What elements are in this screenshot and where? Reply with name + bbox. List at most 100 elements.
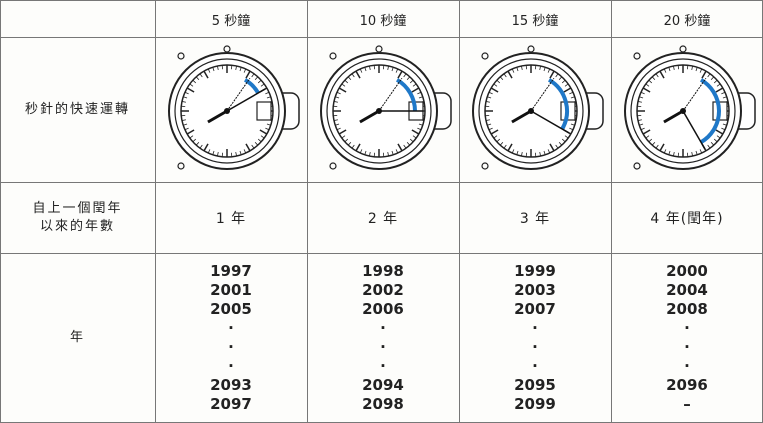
watch-part	[655, 144, 659, 149]
watch-part	[335, 123, 340, 126]
watch-part	[487, 123, 492, 126]
watch-part	[511, 109, 532, 124]
watch-part	[406, 76, 411, 81]
watch-part	[630, 58, 736, 164]
watch-part	[369, 65, 371, 71]
watch-part	[555, 73, 559, 78]
watch-part	[539, 151, 541, 157]
watch-part	[409, 138, 414, 143]
watch-part	[640, 127, 645, 131]
watch-part	[364, 67, 367, 72]
watch-part	[516, 150, 519, 155]
watch-part	[341, 83, 346, 87]
watch-part	[695, 67, 698, 72]
watch-part	[184, 127, 189, 131]
rule	[0, 37, 763, 38]
watch-part	[555, 144, 559, 149]
year: 2000	[666, 262, 708, 280]
watch-part	[207, 109, 228, 124]
watch-part	[375, 45, 383, 53]
watch-part	[338, 129, 347, 135]
watch-part	[499, 141, 504, 146]
watch-part	[351, 144, 355, 149]
watch-part	[344, 79, 349, 84]
watch-part	[418, 123, 423, 126]
watch-part	[376, 108, 382, 114]
watch-part	[207, 68, 211, 73]
watch-part	[417, 127, 422, 131]
watch-part	[682, 77, 707, 112]
watch-part	[563, 87, 572, 93]
watch-part	[539, 65, 541, 71]
watch-part	[344, 138, 349, 143]
watch-part	[409, 79, 414, 84]
watch-part	[493, 135, 498, 139]
watch-part	[186, 129, 195, 135]
watch-part	[378, 77, 403, 112]
watch-part	[561, 79, 566, 84]
watch-part	[570, 123, 575, 126]
year: 2008	[666, 300, 708, 318]
watch-part	[530, 110, 570, 134]
watch-part	[710, 76, 715, 81]
watch-part	[177, 162, 185, 170]
watch-part	[481, 162, 489, 170]
watch-part	[391, 67, 394, 72]
year: 2002	[362, 281, 404, 299]
watch-part	[485, 119, 491, 121]
watch-part	[355, 143, 361, 152]
watch-part	[355, 70, 361, 79]
watch-part	[181, 119, 187, 121]
watch-part	[395, 78, 417, 112]
year: ·	[228, 338, 234, 356]
watch-part	[651, 141, 656, 146]
cell-text: 4 年(閏年)	[650, 211, 724, 227]
watch-part	[637, 119, 643, 121]
watch-part	[639, 96, 644, 99]
rule	[0, 0, 763, 1]
year: ·	[532, 319, 538, 337]
row-label: 秒針的快速運轉	[24, 102, 130, 117]
watch-part	[701, 70, 707, 79]
watch-part	[637, 101, 643, 103]
watch-part	[721, 127, 726, 131]
year: 2099	[514, 395, 556, 413]
row-label-line: 以來的年數	[39, 219, 115, 234]
watch-part	[359, 149, 363, 154]
row-label-line: 自上一個閏年	[32, 201, 123, 216]
watch-part	[341, 135, 346, 139]
watch-part	[713, 138, 718, 143]
watch-part	[558, 141, 563, 146]
year: –	[683, 395, 691, 413]
watch-part	[329, 52, 337, 60]
watch-part	[707, 73, 711, 78]
watch-part	[177, 52, 185, 60]
watch-part	[496, 79, 501, 84]
watch-part	[186, 87, 195, 93]
row-label: 年	[69, 330, 85, 345]
watch-part	[663, 68, 667, 73]
year: 2093	[210, 376, 252, 394]
watch-part	[189, 135, 194, 139]
watch-part	[721, 91, 726, 95]
watch-part	[511, 68, 515, 73]
year: 2003	[514, 281, 556, 299]
watch-part	[496, 138, 501, 143]
year: 2096	[666, 376, 708, 394]
watch-part	[639, 123, 644, 126]
watch-part	[487, 96, 492, 99]
watch-part	[507, 143, 513, 152]
watch-part	[547, 149, 551, 154]
watch-part	[659, 70, 665, 79]
year: ·	[380, 357, 386, 375]
watch-part	[493, 83, 498, 87]
year: ·	[684, 338, 690, 356]
watch-part	[412, 83, 417, 87]
watch-part	[326, 58, 432, 164]
watch-part	[521, 65, 523, 71]
column-header: 20 秒鐘	[663, 13, 711, 29]
watch-part	[395, 149, 399, 154]
year: 1998	[362, 262, 404, 280]
year-list: 1997 2001 2005 · · · 2093 2097	[155, 254, 307, 422]
watch-part	[488, 127, 493, 131]
